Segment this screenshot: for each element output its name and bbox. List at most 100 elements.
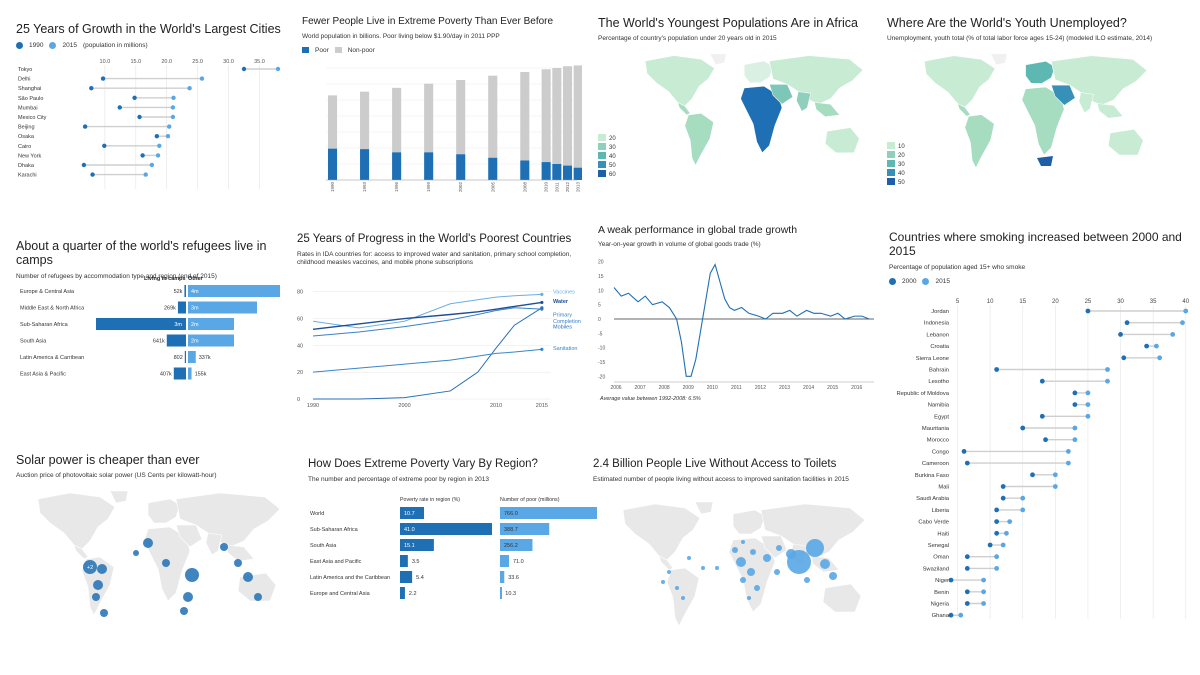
population-bubble (667, 570, 671, 574)
legend-label: 30 (609, 145, 616, 151)
city-label: Mexico City (18, 115, 47, 121)
city-label: Cairo (18, 144, 31, 150)
country-label: Indonesia (924, 321, 950, 327)
city-label: Osaka (18, 134, 35, 140)
value-label: 41.0 (404, 527, 415, 533)
x-tick-label: 2002 (458, 181, 463, 192)
poverty-plot: 1990 1993 1996 1999 2002 2005 2008 2010 2011 2012… (326, 65, 582, 192)
map-region-greenland (694, 501, 714, 515)
legend-2015-marker (922, 277, 930, 285)
map-region-europe (147, 498, 181, 524)
column-header: Other (188, 276, 204, 282)
country-label: Mauritania (922, 426, 950, 432)
point-2015 (1085, 413, 1091, 419)
map-region-india (1078, 92, 1094, 114)
legend-swatch (887, 178, 895, 185)
point-2000 (1039, 378, 1045, 384)
point-2015 (170, 114, 176, 120)
map-region-greenland (990, 53, 1008, 66)
x-tick-label: 20.0 (161, 59, 172, 65)
chart-solar: Solar power is cheaper than ever Auction… (16, 453, 286, 633)
note: Average value between 1992-2008: 6.5% (599, 396, 701, 402)
value-label: 269k (164, 306, 176, 312)
smoking-plot: 5 10 15 20 25 30 35 40 Jordan Indonesia Lebanon Cro… (896, 299, 1190, 619)
legend-label: 10 (898, 144, 905, 150)
bar-nonpoor (520, 72, 530, 161)
chart-title: 25 Years of Progress in the World's Poor… (297, 233, 572, 245)
y-tick-label: 15 (598, 274, 604, 280)
chart-title: Countries where smoking increased betwee… (889, 231, 1182, 258)
youth-map: 10 20 30 40 50 (887, 53, 1148, 186)
x-tick-label: 2008 (522, 181, 527, 192)
point-2000 (961, 449, 967, 454)
point-2000 (1039, 413, 1045, 419)
legend-label: 40 (609, 154, 616, 160)
value-label: 2m (191, 322, 199, 328)
x-tick-label: 25.0 (192, 59, 203, 65)
price-bubble (162, 559, 170, 567)
bar-count (500, 587, 502, 599)
point-2000 (1085, 308, 1091, 314)
point-2015 (167, 124, 172, 129)
bar-other (188, 285, 280, 297)
price-bubble (97, 564, 107, 574)
series-label: Mobiles (553, 325, 572, 331)
value-label: 3m (191, 306, 199, 312)
chart-smoking: Countries where smoking increased betwee… (889, 231, 1195, 621)
chart-subtitle: Year-on-year growth in volume of global … (598, 241, 761, 249)
price-bubble (183, 592, 193, 602)
value-label: 802 (174, 355, 183, 361)
chart-trade: A weak performance in global trade growt… (598, 224, 878, 424)
chart-subtitle: Estimated number of people living withou… (593, 476, 849, 484)
country-label: Congo (932, 449, 949, 455)
city-label: Shanghai (18, 86, 41, 92)
point-2015 (1020, 495, 1026, 501)
legend-1990: 1990 (29, 42, 44, 50)
region-label: World (310, 511, 324, 517)
bar-poor (573, 167, 582, 180)
point-2000 (1000, 484, 1006, 489)
country-label: Haiti (937, 531, 949, 537)
x-tick-label: 10 (987, 299, 994, 305)
price-bubble (234, 559, 242, 567)
point-2000 (1121, 355, 1127, 361)
bar-poor (488, 157, 498, 180)
legend-swatch (598, 152, 606, 159)
bar-nonpoor (552, 68, 562, 164)
point-2015 (1065, 460, 1071, 466)
x-tick-label: 10.0 (100, 59, 111, 65)
x-tick-label: 2010 (490, 403, 502, 409)
price-bubble (254, 593, 262, 601)
population-bubble (750, 549, 756, 555)
population-bubble (681, 596, 685, 600)
chart-subtitle: Number of refugees by accommodation type… (16, 272, 217, 280)
series-line (312, 293, 542, 329)
map-region-europe (743, 60, 774, 83)
price-bubble (143, 538, 153, 548)
series-endpoint (540, 300, 544, 305)
chart-subtitle: Rates in IDA countries for: access to im… (297, 251, 572, 267)
population-bubble (763, 554, 771, 562)
x-tick-label: 2013 (779, 385, 790, 391)
x-tick-label: 2015 (827, 385, 838, 391)
chart-title: 2.4 Billion People Live Without Access t… (593, 458, 837, 470)
chart-refugees: About a quarter of the world's refugees … (16, 239, 286, 389)
series-endpoint (540, 306, 544, 310)
value-label: 52k (174, 289, 183, 295)
population-bubble (715, 566, 719, 570)
x-tick-label: 2008 (659, 385, 670, 391)
value-label: 337k (199, 355, 211, 361)
bar-nonpoor (573, 65, 582, 168)
point-2015 (170, 105, 176, 110)
population-bubble (774, 569, 780, 575)
x-tick-label: 2013 (576, 181, 581, 192)
population-bubble (675, 586, 679, 590)
country-label: Saudi Arabia (916, 496, 950, 502)
point-2015 (149, 162, 155, 168)
population-bubble (806, 539, 824, 557)
point-1990 (132, 95, 137, 100)
value-label: 10.7 (404, 511, 415, 517)
point-2015 (1004, 530, 1009, 536)
point-2015 (143, 172, 148, 177)
country-label: Lebanon (926, 332, 949, 338)
